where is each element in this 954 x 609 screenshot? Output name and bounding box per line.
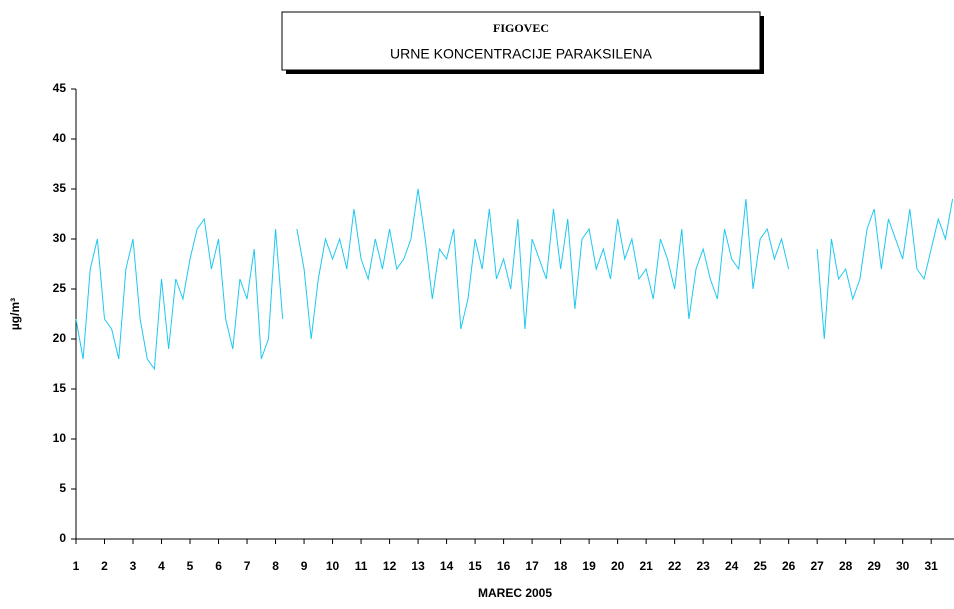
x-tick-label: 20: [611, 559, 625, 573]
y-tick-label: 35: [53, 181, 67, 195]
x-tick-label: 14: [440, 559, 454, 573]
x-tick-label: 7: [244, 559, 251, 573]
x-tick-label: 21: [639, 559, 653, 573]
x-tick-label: 31: [925, 559, 939, 573]
x-tick-label: 19: [582, 559, 596, 573]
x-tick-label: 9: [301, 559, 308, 573]
x-tick-label: 16: [497, 559, 511, 573]
x-tick-label: 29: [868, 559, 882, 573]
y-tick-label: 15: [53, 381, 67, 395]
x-tick-label: 13: [411, 559, 425, 573]
data-line: [75, 188, 954, 371]
x-tick-label: 12: [383, 559, 397, 573]
x-tick-label: 26: [782, 559, 796, 573]
x-tick-label: 23: [696, 559, 710, 573]
y-tick-label: 30: [53, 231, 67, 245]
y-axis-label: µg/m³: [8, 298, 22, 330]
x-tick-label: 3: [130, 559, 137, 573]
y-tick-label: 40: [53, 131, 67, 145]
x-tick-label: 4: [158, 559, 165, 573]
y-tick-label: 45: [53, 81, 67, 95]
y-tick-label: 0: [59, 531, 66, 545]
x-tick-label: 11: [355, 559, 368, 573]
y-tick-label: 10: [53, 431, 67, 445]
y-tick-label: 25: [53, 281, 67, 295]
x-tick-label: 5: [187, 559, 194, 573]
x-tick-label: 18: [554, 559, 568, 573]
x-tick-label: 8: [272, 559, 279, 573]
x-tick-label: 24: [725, 559, 739, 573]
x-tick-label: 30: [896, 559, 910, 573]
y-tick-label: 5: [59, 481, 66, 495]
x-tick-label: 1: [73, 559, 80, 573]
x-tick-label: 17: [525, 559, 539, 573]
title-box: [281, 11, 761, 71]
chart-title: FIGOVEC: [493, 21, 549, 35]
x-tick-label: 27: [810, 559, 824, 573]
y-tick-label: 20: [53, 331, 67, 345]
x-tick-label: 22: [668, 559, 682, 573]
x-tick-label: 25: [753, 559, 767, 573]
x-tick-label: 15: [468, 559, 482, 573]
x-tick-label: 28: [839, 559, 853, 573]
x-tick-label: 10: [326, 559, 340, 573]
x-tick-label: 6: [215, 559, 222, 573]
chart-subtitle: URNE KONCENTRACIJE PARAKSILENA: [390, 46, 653, 62]
x-axis-label: MAREC 2005: [478, 586, 552, 600]
x-tick-label: 2: [101, 559, 108, 573]
